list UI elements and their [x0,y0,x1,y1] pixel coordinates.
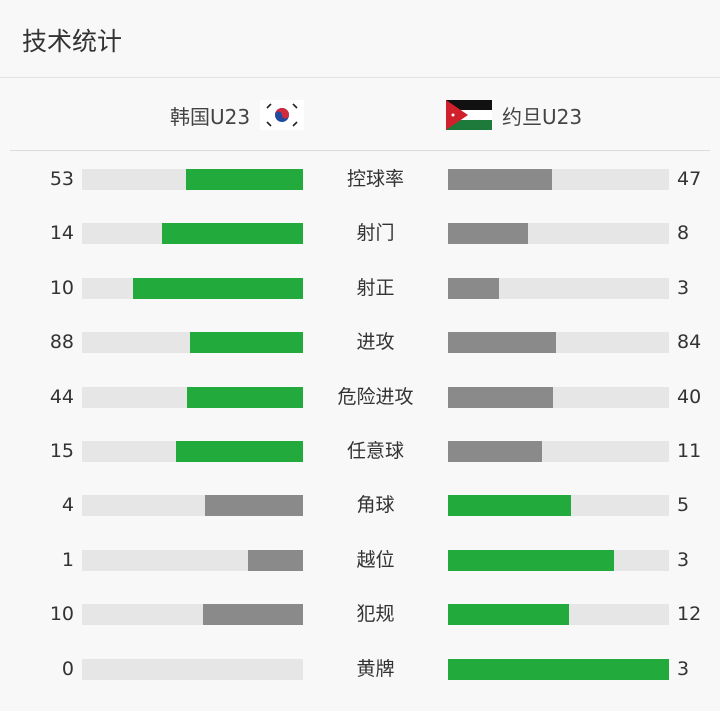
away-bar [448,658,669,680]
home-bar [162,223,303,245]
home-bar [175,441,303,462]
away-value: 3 [677,548,690,571]
away-bar-track [448,223,669,245]
stat-row: 1 越位 3 [0,548,720,572]
stat-row: 88 进攻 84 [0,330,720,354]
home-value: 0 [61,657,74,680]
home-bar-track [82,169,303,190]
home-value: 10 [49,276,74,299]
away-bar-track [448,495,669,517]
away-value: 12 [677,603,702,626]
home-value: 14 [49,222,74,245]
divider [10,150,710,151]
home-bar-track [82,658,303,680]
stat-label: 射门 [356,222,395,245]
home-value: 4 [61,494,74,517]
home-value: 44 [49,385,74,408]
home-value: 88 [49,331,74,354]
away-value: 40 [677,385,702,408]
away-bar-track [448,658,669,680]
away-value: 8 [677,222,690,245]
stat-row: 4 角球 5 [0,493,720,517]
stat-label: 角球 [356,494,395,517]
stat-row: 53 控球率 47 [0,167,720,191]
away-value: 5 [677,494,690,517]
away-bar-track [448,169,669,190]
away-bar-track [448,604,669,626]
stat-row: 14 射门 8 [0,221,720,245]
away-bar [448,332,556,354]
home-value: 10 [49,603,74,626]
stat-label: 射正 [356,276,395,299]
stat-label: 进攻 [356,331,395,354]
home-bar [204,495,303,517]
away-bar [448,223,529,245]
home-team-name: 韩国U23 [170,104,251,129]
home-bar [247,549,303,571]
away-value: 11 [677,440,702,462]
away-bar-track [448,386,669,408]
home-bar-track [82,441,303,462]
away-bar [448,277,499,299]
stat-label: 黄牌 [356,657,395,680]
away-value: 3 [677,657,690,680]
away-value: 3 [677,276,690,299]
stat-row: 10 犯规 12 [0,602,720,626]
away-bar [448,604,569,626]
home-bar-track [82,223,303,245]
stat-label: 任意球 [346,440,404,462]
stat-label: 控球率 [346,168,404,190]
home-bar-track [82,604,303,626]
away-team: 约旦U23 [446,100,582,130]
home-bar [189,332,303,354]
away-value: 47 [677,168,702,190]
home-bar-track [82,549,303,571]
home-bar [133,277,303,299]
home-bar [185,169,303,190]
home-team: 韩国U23 [170,100,305,130]
stat-label: 越位 [356,548,395,571]
away-bar-track [448,549,669,571]
away-bar [448,169,552,190]
away-bar-track [448,332,669,354]
away-team-name: 约旦U23 [502,104,583,129]
stat-row: 44 危险进攻 40 [0,385,720,409]
away-value: 84 [677,331,702,354]
home-bar-track [82,332,303,354]
away-bar [448,549,614,571]
away-bar-track [448,277,669,299]
home-bar [187,386,303,408]
stat-row: 15 任意球 11 [0,439,720,463]
home-value: 1 [61,548,74,571]
away-bar [448,495,571,517]
away-bar [448,386,554,408]
jordan-flag-icon [446,100,492,130]
stat-row: 0 黄牌 3 [0,657,720,681]
page-title: 技术统计 [22,27,123,56]
home-value: 15 [49,440,74,462]
south-korea-flag-icon [260,100,305,130]
home-bar [202,604,303,626]
stat-row: 10 射正 3 [0,276,720,300]
stat-label: 危险进攻 [337,385,414,408]
stat-label: 犯规 [356,603,395,626]
home-bar-track [82,386,303,408]
home-bar-track [82,277,303,299]
home-value: 53 [49,168,74,190]
away-bar [448,441,542,462]
home-bar-track [82,495,303,517]
divider [0,77,720,78]
away-bar-track [448,441,669,462]
